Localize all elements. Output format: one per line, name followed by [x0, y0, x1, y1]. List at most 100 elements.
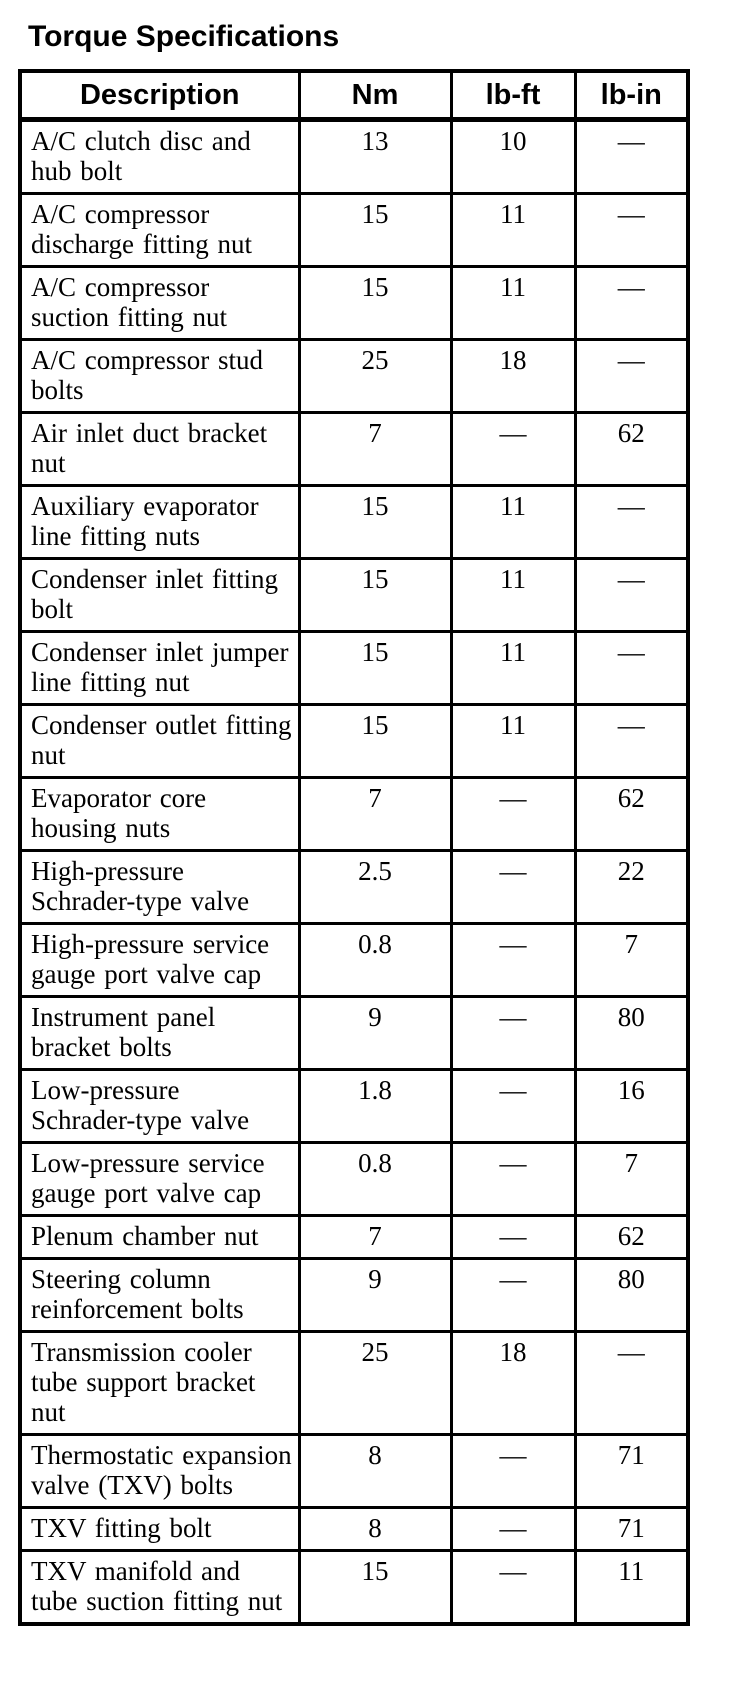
cell-lb-ft-value: — — [449, 1506, 577, 1552]
table-row: Condenser inlet jumper line fitting nut … — [18, 630, 690, 706]
cell-lb-in-value: 62 — [573, 411, 690, 487]
cell-description: A/C compressor discharge fitting nut — [18, 192, 301, 268]
header-cell-lb-ft: lb-ft — [449, 69, 577, 122]
cell-lb-ft-value: 18 — [449, 338, 577, 414]
table-row: Condenser inlet fitting bolt 15 11 — — [18, 557, 690, 633]
cell-nm-value: 0.8 — [297, 922, 453, 998]
header-cell-lb-in: lb-in — [573, 69, 690, 122]
cell-lb-in-value: — — [573, 192, 690, 268]
table-row: TXV fitting bolt 8 — 71 — [18, 1506, 690, 1552]
cell-description: Low-pressure service gauge port valve ca… — [18, 1141, 301, 1217]
cell-nm-value: 7 — [297, 411, 453, 487]
table-row: A/C compressor stud bolts 25 18 — — [18, 338, 690, 414]
table-row: Steering column reinforcement bolts 9 — … — [18, 1257, 690, 1333]
cell-lb-ft-value: — — [449, 1549, 577, 1626]
cell-lb-in-value: 71 — [573, 1506, 690, 1552]
cell-lb-in-value: — — [573, 1330, 690, 1436]
cell-lb-ft-value: — — [449, 995, 577, 1071]
cell-description: High-pressure service gauge port valve c… — [18, 922, 301, 998]
torque-specifications-table: Description Nm lb-ft lb-in A/C clutch di… — [18, 69, 690, 1626]
cell-description: Steering column reinforcement bolts — [18, 1257, 301, 1333]
cell-nm-value: 0.8 — [297, 1141, 453, 1217]
cell-nm-value: 8 — [297, 1506, 453, 1552]
cell-nm-value: 8 — [297, 1433, 453, 1509]
table-row: A/C compressor suction fitting nut 15 11… — [18, 265, 690, 341]
cell-lb-ft-value: 10 — [449, 118, 577, 195]
table-row: High-pressure Schrader-type valve 2.5 — … — [18, 849, 690, 925]
table-row: Condenser outlet fitting nut 15 11 — — [18, 703, 690, 779]
cell-description: Thermostatic expansion valve (TXV) bolts — [18, 1433, 301, 1509]
cell-nm-value: 15 — [297, 484, 453, 560]
cell-description: A/C compressor suction fitting nut — [18, 265, 301, 341]
cell-lb-ft-value: — — [449, 411, 577, 487]
cell-lb-ft-value: 11 — [449, 703, 577, 779]
cell-lb-in-value: 62 — [573, 776, 690, 852]
cell-lb-in-value: 62 — [573, 1214, 690, 1260]
cell-lb-ft-value: 11 — [449, 630, 577, 706]
cell-nm-value: 15 — [297, 703, 453, 779]
cell-lb-in-value: 80 — [573, 995, 690, 1071]
cell-lb-ft-value: 18 — [449, 1330, 577, 1436]
cell-lb-ft-value: — — [449, 1214, 577, 1260]
cell-description: Condenser inlet jumper line fitting nut — [18, 630, 301, 706]
table-row: TXV manifold and tube suction fitting nu… — [18, 1549, 690, 1626]
table-row: Thermostatic expansion valve (TXV) bolts… — [18, 1433, 690, 1509]
cell-lb-ft-value: — — [449, 1257, 577, 1333]
cell-lb-ft-value: 11 — [449, 557, 577, 633]
cell-nm-value: 9 — [297, 995, 453, 1071]
cell-lb-ft-value: — — [449, 922, 577, 998]
cell-lb-ft-value: — — [449, 1068, 577, 1144]
table-header-row: Description Nm lb-ft lb-in — [18, 69, 690, 122]
cell-description: Transmission cooler tube support bracket… — [18, 1330, 301, 1436]
table-row: Transmission cooler tube support bracket… — [18, 1330, 690, 1436]
cell-lb-in-value: — — [573, 557, 690, 633]
cell-lb-in-value: 11 — [573, 1549, 690, 1626]
cell-nm-value: 15 — [297, 265, 453, 341]
table-row: Evaporator core housing nuts 7 — 62 — [18, 776, 690, 852]
cell-lb-ft-value: 11 — [449, 265, 577, 341]
header-cell-nm: Nm — [297, 69, 453, 122]
header-cell-description: Description — [18, 69, 301, 122]
cell-description: TXV fitting bolt — [18, 1506, 301, 1552]
table-row: Auxiliary evaporator line fitting nuts 1… — [18, 484, 690, 560]
cell-description: High-pressure Schrader-type valve — [18, 849, 301, 925]
cell-lb-ft-value: 11 — [449, 192, 577, 268]
table-row: Instrument panel bracket bolts 9 — 80 — [18, 995, 690, 1071]
cell-description: Evaporator core housing nuts — [18, 776, 301, 852]
cell-lb-in-value: — — [573, 338, 690, 414]
cell-lb-ft-value: — — [449, 776, 577, 852]
table-row: High-pressure service gauge port valve c… — [18, 922, 690, 998]
cell-description: Plenum chamber nut — [18, 1214, 301, 1260]
table-row: Air inlet duct bracket nut 7 — 62 — [18, 411, 690, 487]
cell-lb-in-value: — — [573, 703, 690, 779]
table-row: Low-pressure Schrader-type valve 1.8 — 1… — [18, 1068, 690, 1144]
cell-nm-value: 25 — [297, 338, 453, 414]
cell-nm-value: 13 — [297, 118, 453, 195]
cell-description: Condenser inlet fitting bolt — [18, 557, 301, 633]
table-row: A/C compressor discharge fitting nut 15 … — [18, 192, 690, 268]
cell-nm-value: 15 — [297, 192, 453, 268]
cell-lb-ft-value: — — [449, 849, 577, 925]
cell-lb-ft-value: 11 — [449, 484, 577, 560]
cell-lb-ft-value: — — [449, 1433, 577, 1509]
cell-lb-in-value: — — [573, 630, 690, 706]
cell-nm-value: 25 — [297, 1330, 453, 1436]
cell-description: TXV manifold and tube suction fitting nu… — [18, 1549, 301, 1626]
cell-nm-value: 1.8 — [297, 1068, 453, 1144]
cell-description: Auxiliary evaporator line fitting nuts — [18, 484, 301, 560]
cell-lb-in-value: — — [573, 484, 690, 560]
cell-lb-in-value: 7 — [573, 1141, 690, 1217]
table-row: Low-pressure service gauge port valve ca… — [18, 1141, 690, 1217]
cell-lb-in-value: 22 — [573, 849, 690, 925]
cell-lb-in-value: — — [573, 265, 690, 341]
cell-lb-in-value: — — [573, 118, 690, 195]
cell-nm-value: 7 — [297, 776, 453, 852]
cell-lb-in-value: 71 — [573, 1433, 690, 1509]
page-title: Torque Specifications — [28, 20, 340, 53]
cell-description: Condenser outlet fitting nut — [18, 703, 301, 779]
cell-lb-in-value: 80 — [573, 1257, 690, 1333]
cell-nm-value: 2.5 — [297, 849, 453, 925]
cell-lb-in-value: 16 — [573, 1068, 690, 1144]
document-page: Torque Specifications Description Nm lb-… — [18, 20, 690, 1626]
cell-nm-value: 15 — [297, 1549, 453, 1626]
